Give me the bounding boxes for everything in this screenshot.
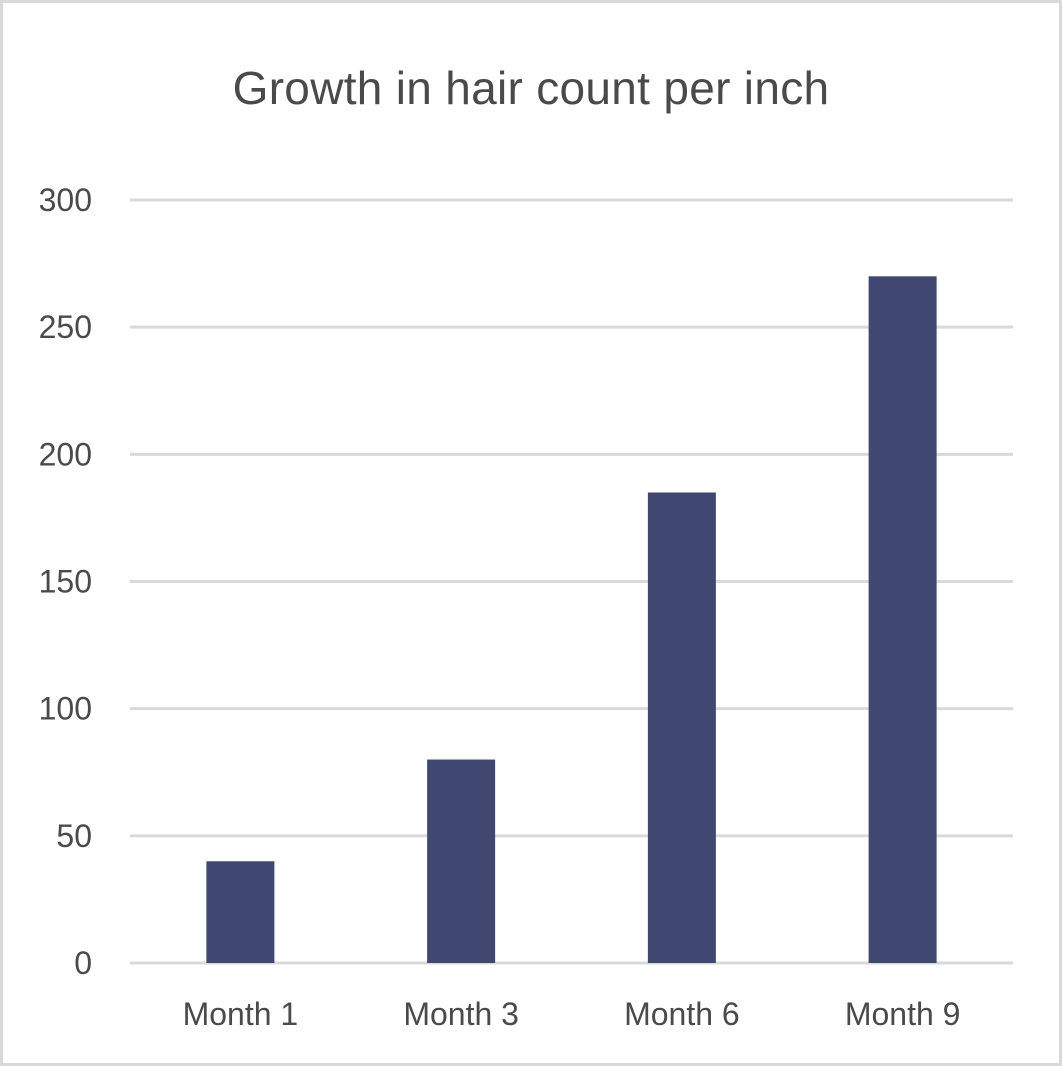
- y-tick-label: 250: [39, 309, 92, 345]
- bars: [206, 276, 937, 963]
- y-axis-tick-labels: 0 50 100 150 200 250 300: [39, 182, 92, 981]
- gridlines: [130, 198, 1013, 965]
- bar-month-6: [647, 492, 716, 963]
- y-tick-label: 200: [39, 436, 92, 472]
- y-tick-label: 150: [39, 564, 92, 600]
- x-tick-label: Month 3: [403, 996, 519, 1032]
- x-tick-label: Month 6: [624, 996, 740, 1032]
- y-tick-label: 0: [74, 945, 92, 981]
- x-axis-tick-labels: Month 1 Month 3 Month 6 Month 9: [183, 996, 961, 1032]
- y-tick-label: 100: [39, 691, 92, 727]
- y-tick-label: 300: [39, 182, 92, 218]
- bar-month-1: [206, 861, 275, 963]
- bar-month-3: [427, 759, 496, 963]
- bar-month-9: [868, 276, 937, 963]
- x-tick-label: Month 1: [183, 996, 299, 1032]
- x-tick-label: Month 9: [845, 996, 961, 1032]
- y-tick-label: 50: [56, 818, 92, 854]
- chart-title: Growth in hair count per inch: [232, 62, 830, 114]
